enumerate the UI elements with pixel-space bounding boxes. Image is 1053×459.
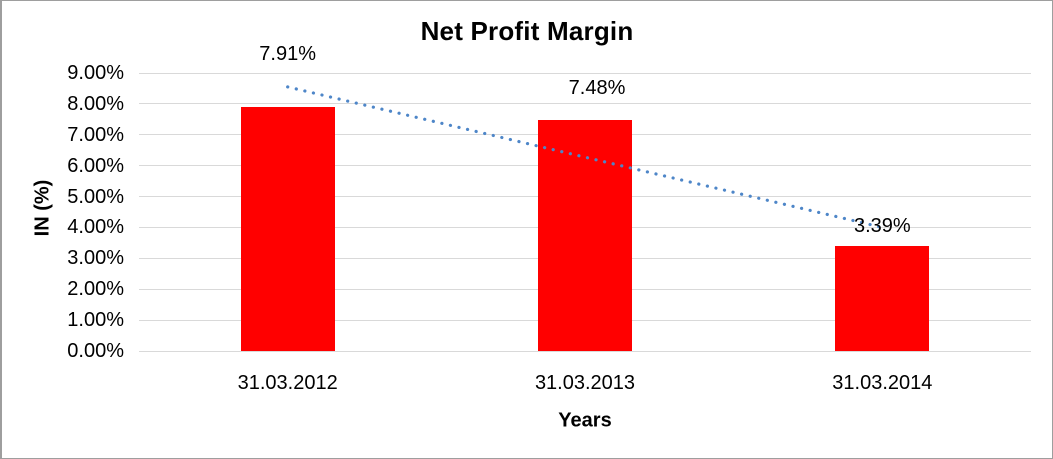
data-label: 7.48%	[568, 76, 626, 99]
data-label: 7.91%	[259, 42, 317, 65]
y-tick-label: 2.00%	[67, 278, 124, 301]
y-tick-label: 8.00%	[67, 92, 124, 115]
x-tick-label: 31.03.2013	[534, 372, 636, 394]
y-tick-label: 3.00%	[67, 247, 124, 270]
gridline	[139, 72, 1031, 74]
bar-31.03.2014	[835, 246, 930, 351]
y-tick-label: 9.00%	[67, 62, 124, 84]
y-tick-label: 6.00%	[67, 154, 124, 177]
data-label: 3.39%	[853, 215, 911, 238]
x-axis-title: Years	[558, 409, 612, 432]
x-tick-label: 31.03.2014	[832, 372, 933, 394]
y-tick-label: 1.00%	[67, 309, 124, 332]
bar-31.03.2013	[538, 119, 632, 351]
gridline	[139, 103, 1031, 105]
y-tick-label: 5.00%	[67, 185, 124, 208]
gridline	[139, 350, 1031, 352]
y-tick-label: 0.00%	[67, 340, 124, 362]
bar-31.03.2012	[240, 106, 335, 351]
x-tick-label: 31.03.2012	[237, 372, 338, 394]
y-tick-label: 7.00%	[67, 123, 124, 146]
chart-title: Net Profit Margin	[420, 16, 634, 46]
y-tick-label: 4.00%	[67, 216, 124, 239]
